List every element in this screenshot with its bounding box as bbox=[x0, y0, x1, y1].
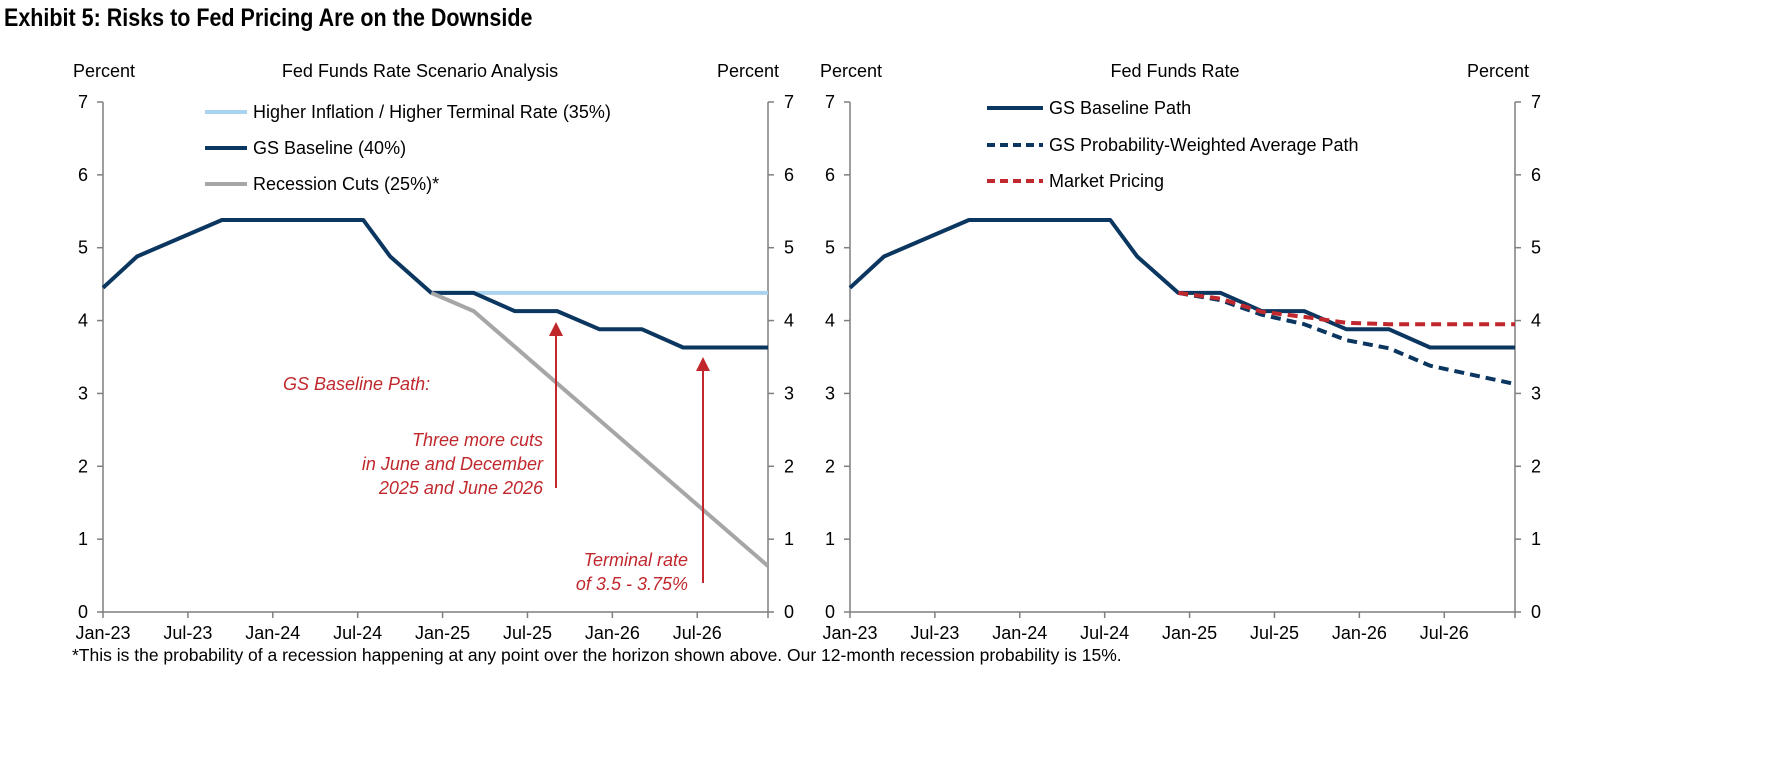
annotation-text: Terminal rate bbox=[584, 550, 688, 570]
y-tick-label-left: 0 bbox=[78, 602, 88, 622]
y-axis-label-right: Percent bbox=[1467, 61, 1529, 81]
y-tick-label-right: 4 bbox=[784, 311, 794, 331]
x-tick-label: Jul-26 bbox=[1420, 623, 1469, 643]
y-tick-label-right: 5 bbox=[784, 238, 794, 258]
annotation-text: in June and December bbox=[362, 454, 544, 474]
footnote: *This is the probability of a recession … bbox=[72, 645, 1122, 665]
y-tick-label-left: 7 bbox=[825, 92, 835, 112]
y-tick-label-right: 1 bbox=[1531, 529, 1541, 549]
y-tick-label-right: 0 bbox=[784, 602, 794, 622]
y-tick-label-left: 4 bbox=[78, 311, 88, 331]
y-tick-label-left: 5 bbox=[78, 238, 88, 258]
x-tick-label: Jul-25 bbox=[1250, 623, 1299, 643]
annotation-text: of 3.5 - 3.75% bbox=[576, 574, 688, 594]
chart-title: Fed Funds Rate Scenario Analysis bbox=[282, 61, 558, 81]
x-tick-label: Jul-24 bbox=[1080, 623, 1129, 643]
legend-label: GS Probability-Weighted Average Path bbox=[1049, 135, 1359, 155]
chart-1 bbox=[97, 101, 774, 618]
annotation-text: Three more cuts bbox=[412, 430, 543, 450]
y-axis-label-right: Percent bbox=[717, 61, 779, 81]
x-tick-label: Jan-23 bbox=[822, 623, 877, 643]
exhibit-title: Exhibit 5: Risks to Fed Pricing Are on t… bbox=[4, 4, 533, 32]
annotation-arrow-head bbox=[696, 357, 710, 371]
series-line-gs-baseline-path bbox=[848, 218, 1515, 350]
y-tick-label-left: 1 bbox=[825, 529, 835, 549]
y-tick-label-right: 0 bbox=[1531, 602, 1541, 622]
series-line-recession-cuts-25- bbox=[430, 291, 770, 568]
y-tick-label-right: 7 bbox=[784, 92, 794, 112]
x-tick-label: Jul-23 bbox=[163, 623, 212, 643]
chart-title: Fed Funds Rate bbox=[1110, 61, 1239, 81]
legend-label: Market Pricing bbox=[1049, 171, 1164, 191]
y-tick-label-right: 7 bbox=[1531, 92, 1541, 112]
legend-label: GS Baseline Path bbox=[1049, 98, 1191, 118]
legend-label: GS Baseline (40%) bbox=[253, 138, 406, 158]
y-tick-label-left: 2 bbox=[825, 456, 835, 476]
y-tick-label-right: 6 bbox=[784, 165, 794, 185]
y-tick-label-left: 4 bbox=[825, 311, 835, 331]
x-tick-label: Jul-25 bbox=[503, 623, 552, 643]
x-tick-label: Jan-24 bbox=[245, 623, 300, 643]
y-tick-label-right: 6 bbox=[1531, 165, 1541, 185]
y-tick-label-right: 2 bbox=[1531, 456, 1541, 476]
y-tick-label-left: 6 bbox=[825, 165, 835, 185]
x-tick-label: Jan-24 bbox=[992, 623, 1047, 643]
y-tick-label-left: 5 bbox=[825, 238, 835, 258]
x-tick-label: Jan-25 bbox=[1162, 623, 1217, 643]
chart-2 bbox=[844, 101, 1521, 618]
y-tick-label-right: 5 bbox=[1531, 238, 1541, 258]
y-tick-label-right: 1 bbox=[784, 529, 794, 549]
y-tick-label-right: 3 bbox=[1531, 383, 1541, 403]
y-tick-label-right: 4 bbox=[1531, 311, 1541, 331]
x-tick-label: Jan-25 bbox=[415, 623, 470, 643]
x-tick-label: Jul-24 bbox=[333, 623, 382, 643]
y-tick-label-left: 3 bbox=[825, 383, 835, 403]
x-tick-label: Jan-26 bbox=[585, 623, 640, 643]
annotation-arrow-head bbox=[549, 322, 563, 336]
y-axis-label-left: Percent bbox=[820, 61, 882, 81]
series-line-market-pricing bbox=[1178, 290, 1515, 327]
y-tick-label-left: 3 bbox=[78, 383, 88, 403]
y-axis-label-left: Percent bbox=[73, 61, 135, 81]
y-tick-label-right: 3 bbox=[784, 383, 794, 403]
y-tick-label-left: 0 bbox=[825, 602, 835, 622]
series-line-gs-baseline-40- bbox=[101, 218, 768, 350]
legend-label: Higher Inflation / Higher Terminal Rate … bbox=[253, 102, 611, 122]
x-tick-label: Jan-23 bbox=[75, 623, 130, 643]
y-tick-label-left: 7 bbox=[78, 92, 88, 112]
y-tick-label-left: 6 bbox=[78, 165, 88, 185]
y-tick-label-left: 2 bbox=[78, 456, 88, 476]
y-tick-label-right: 2 bbox=[784, 456, 794, 476]
series-line-gs-probability-weighted-average-path bbox=[1177, 290, 1516, 386]
x-tick-label: Jul-23 bbox=[910, 623, 959, 643]
y-tick-label-left: 1 bbox=[78, 529, 88, 549]
legend-label: Recession Cuts (25%)* bbox=[253, 174, 439, 194]
x-tick-label: Jan-26 bbox=[1332, 623, 1387, 643]
annotation-text: GS Baseline Path: bbox=[283, 374, 430, 394]
x-tick-label: Jul-26 bbox=[673, 623, 722, 643]
annotation-text: 2025 and June 2026 bbox=[378, 478, 544, 498]
